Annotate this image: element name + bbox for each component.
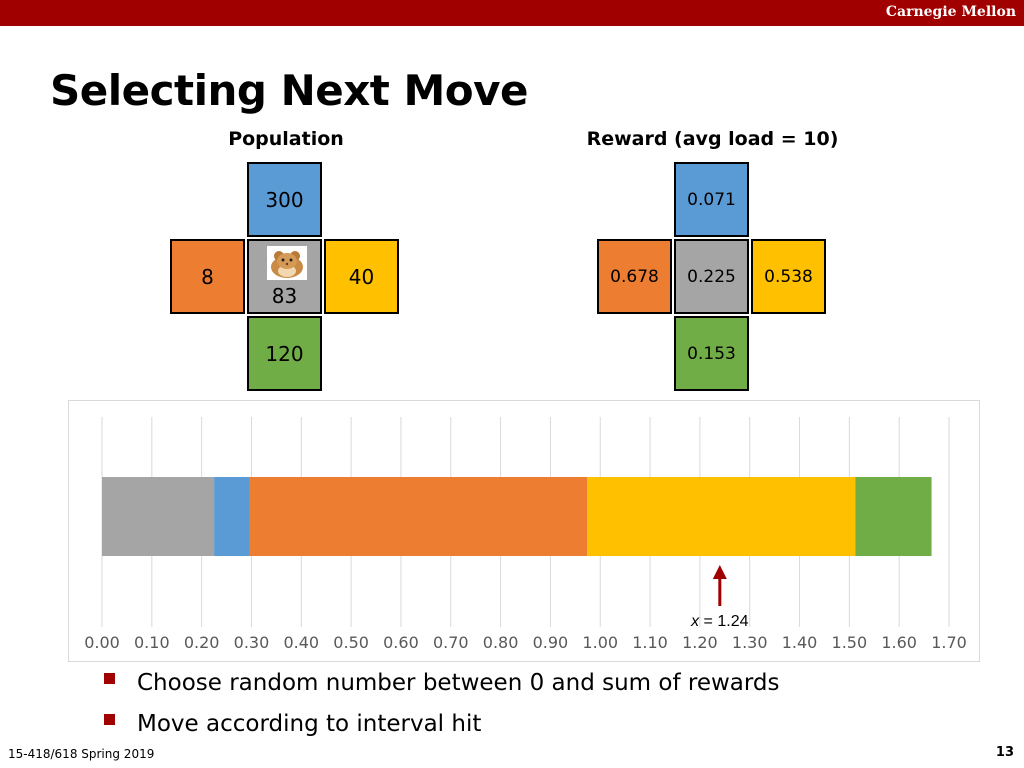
x-tick-label: 0.80 bbox=[483, 633, 519, 652]
population-east-value: 40 bbox=[348, 264, 375, 289]
reward-north-cell: 0.071 bbox=[674, 162, 749, 237]
x-tick-label: 1.40 bbox=[782, 633, 818, 652]
reward-south-cell: 0.153 bbox=[674, 316, 749, 391]
population-north-value: 300 bbox=[265, 187, 304, 212]
x-tick-label: 1.50 bbox=[832, 633, 868, 652]
bullet-text: Choose random number between 0 and sum o… bbox=[137, 669, 780, 696]
page-number: 13 bbox=[995, 745, 1014, 760]
reward-east-value: 0.538 bbox=[764, 266, 813, 287]
footer-course: 15-418/618 Spring 2019 bbox=[8, 747, 155, 761]
org-label: Carnegie Mellon bbox=[885, 4, 1016, 20]
annotation-label: x = 1.24 bbox=[690, 613, 748, 630]
bar-segment bbox=[102, 477, 215, 556]
x-tick-label: 1.60 bbox=[881, 633, 917, 652]
population-east-cell: 40 bbox=[324, 239, 399, 314]
x-tick-label: 0.10 bbox=[134, 633, 170, 652]
bullet-text: Move according to interval hit bbox=[137, 710, 482, 737]
x-tick-label: 0.20 bbox=[184, 633, 220, 652]
reward-center-value: 0.225 bbox=[687, 266, 736, 287]
population-south-cell: 120 bbox=[247, 316, 322, 391]
x-tick-label: 1.20 bbox=[682, 633, 718, 652]
arrow-up-icon bbox=[712, 565, 727, 579]
bullet-square-icon bbox=[104, 714, 115, 725]
bar-segment bbox=[855, 477, 932, 556]
population-title: Population bbox=[228, 128, 344, 150]
bullet-item: Choose random number between 0 and sum o… bbox=[104, 662, 780, 703]
reward-west-cell: 0.678 bbox=[597, 239, 672, 314]
hamster-icon bbox=[267, 246, 307, 280]
bullet-square-icon bbox=[104, 673, 115, 684]
x-tick-label: 1.00 bbox=[582, 633, 618, 652]
population-center-value: 83 bbox=[271, 284, 298, 308]
x-tick-label: 0.70 bbox=[433, 633, 469, 652]
x-tick-label: 0.60 bbox=[383, 633, 419, 652]
reward-west-value: 0.678 bbox=[610, 266, 659, 287]
population-north-cell: 300 bbox=[247, 162, 322, 237]
population-south-value: 120 bbox=[265, 341, 304, 366]
x-tick-label: 0.30 bbox=[234, 633, 270, 652]
interval-chart: 0.00 0.10 0.20 0.30 0.40 0.50 0.60 0.70 0.80 0.90… bbox=[68, 400, 980, 662]
reward-center-cell: 0.225 bbox=[674, 239, 749, 314]
header-bar: Carnegie Mellon bbox=[0, 0, 1024, 26]
bullet-item: Move according to interval hit bbox=[104, 703, 780, 744]
x-tick-label: 1.10 bbox=[632, 633, 668, 652]
x-tick-label: 1.70 bbox=[931, 633, 967, 652]
slide-title: Selecting Next Move bbox=[50, 66, 529, 115]
interval-chart-svg: 0.00 0.10 0.20 0.30 0.40 0.50 0.60 0.70 0.80 0.90… bbox=[84, 417, 967, 652]
reward-east-cell: 0.538 bbox=[751, 239, 826, 314]
reward-north-value: 0.071 bbox=[687, 189, 736, 210]
bar-segment bbox=[214, 477, 250, 556]
reward-title: Reward (avg load = 10) bbox=[586, 128, 839, 150]
population-center-cell: 83 bbox=[247, 239, 322, 314]
x-tick-label: 1.30 bbox=[732, 633, 768, 652]
reward-south-value: 0.153 bbox=[687, 343, 736, 364]
bar-segment bbox=[587, 477, 856, 556]
x-tick-label: 0.50 bbox=[333, 633, 369, 652]
bullet-list: Choose random number between 0 and sum o… bbox=[104, 662, 780, 744]
population-west-cell: 8 bbox=[170, 239, 245, 314]
x-tick-label: 0.90 bbox=[533, 633, 569, 652]
x-tick-label: 0.40 bbox=[283, 633, 319, 652]
x-tick-label: 0.00 bbox=[84, 633, 120, 652]
population-west-value: 8 bbox=[201, 264, 214, 289]
bar-segment bbox=[249, 477, 588, 556]
